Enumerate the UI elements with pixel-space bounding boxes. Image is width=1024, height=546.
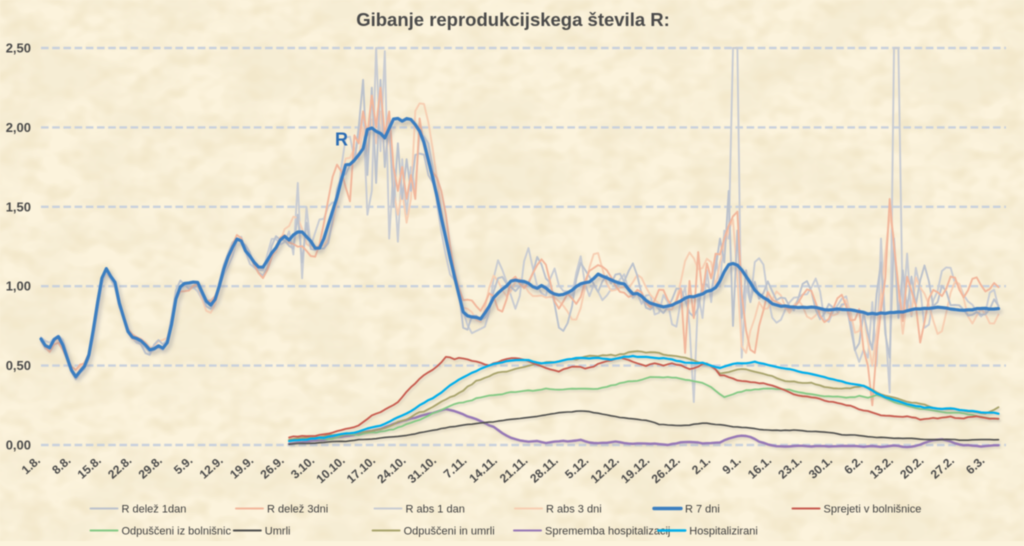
svg-text:Hospitalizirani: Hospitalizirani — [689, 526, 757, 538]
svg-text:0,00: 0,00 — [6, 438, 31, 453]
svg-text:Sprememba hospitalizacij: Sprememba hospitalizacij — [545, 526, 670, 538]
svg-text:R abs 1 dan: R abs 1 dan — [406, 504, 465, 516]
svg-text:R 7 dni: R 7 dni — [685, 504, 720, 516]
svg-text:Odpuščeni in umrli: Odpuščeni in umrli — [404, 526, 495, 538]
svg-text:Odpuščeni iz bolnišnic: Odpuščeni iz bolnišnic — [122, 526, 232, 538]
svg-text:R abs 3 dni: R abs 3 dni — [546, 504, 602, 516]
svg-text:0,50: 0,50 — [6, 358, 31, 373]
svg-text:Umrli: Umrli — [265, 526, 291, 538]
svg-text:R delež 3dni: R delež 3dni — [267, 504, 328, 516]
svg-text:Gibanje reprodukcijskega števi: Gibanje reprodukcijskega števila R: — [356, 9, 670, 30]
svg-text:Sprejeti v bolnišnice: Sprejeti v bolnišnice — [824, 504, 922, 516]
svg-text:R delež 1dan: R delež 1dan — [122, 504, 187, 516]
svg-text:2,50: 2,50 — [6, 41, 31, 56]
svg-text:R: R — [335, 130, 348, 150]
svg-text:1,50: 1,50 — [6, 199, 31, 214]
svg-text:1,00: 1,00 — [6, 279, 31, 294]
svg-text:2,00: 2,00 — [6, 120, 31, 135]
